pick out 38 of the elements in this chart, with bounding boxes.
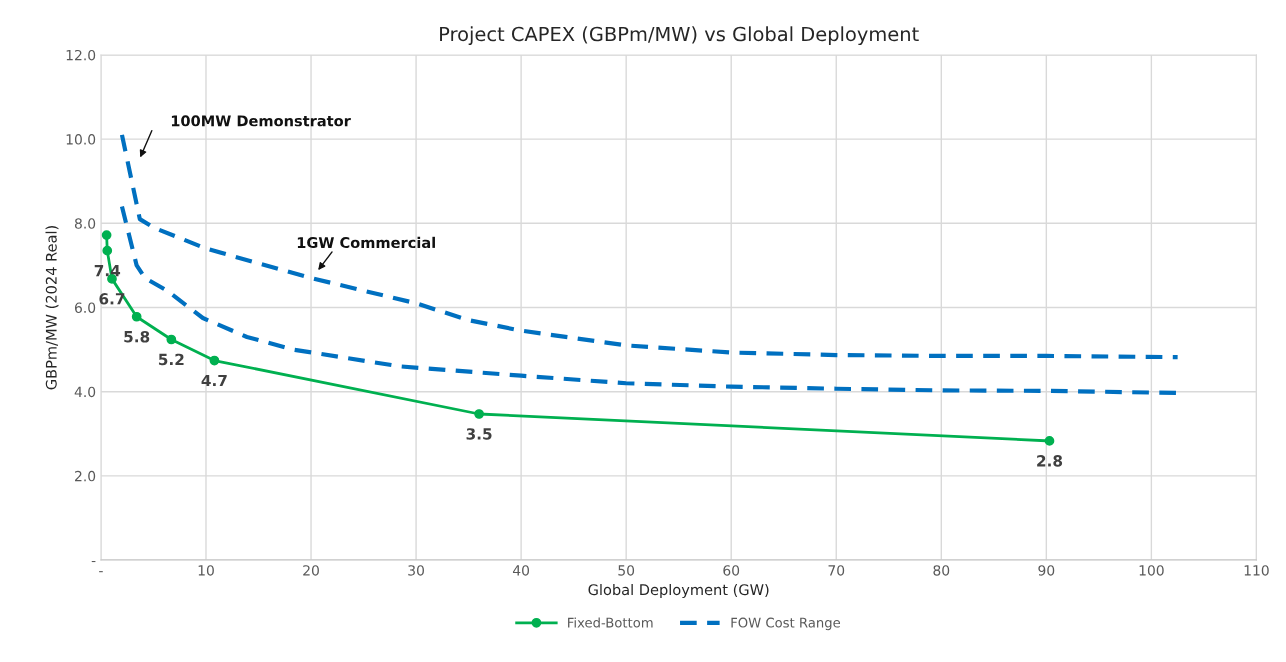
- x-tick-label: 40: [512, 565, 530, 576]
- point: [166, 334, 177, 345]
- x-tick-label: 80: [933, 565, 950, 576]
- x-tick-label: 10: [198, 565, 214, 576]
- annotation: 100MW Demonstrator: [171, 115, 351, 127]
- x-tick-label: 30: [408, 565, 424, 576]
- x-tick-label: 20: [303, 565, 319, 576]
- x-axis-title: Global Deployment (GW): [588, 583, 769, 599]
- x-tick-label: 90: [1038, 565, 1055, 576]
- annotation: 1GW Commercial: [297, 236, 435, 249]
- point: [209, 355, 220, 366]
- y-tick-label: -: [91, 560, 96, 563]
- point: [1044, 436, 1055, 446]
- x-tick-label: 50: [618, 565, 635, 576]
- x-tick-label: 110: [1244, 565, 1269, 576]
- point: [131, 311, 142, 322]
- x-tick-label: 60: [723, 565, 740, 576]
- data-label: 5.8: [124, 330, 150, 343]
- y-tick-label: 2.0: [75, 470, 96, 482]
- x-tick-label: 70: [828, 565, 845, 576]
- y-axis-title: GBPm/MW (2024 Real): [45, 226, 59, 390]
- legend-label: Fixed-Bottom: [568, 617, 653, 628]
- chart-title: Project CAPEX (GBPm/MW) vs Global Deployment: [440, 26, 919, 46]
- y-tick-label: 4.0: [74, 386, 96, 398]
- data-label: 2.8: [1037, 455, 1063, 467]
- point: [102, 245, 113, 256]
- data-label: 3.5: [466, 428, 492, 440]
- point: [101, 230, 112, 240]
- point: [474, 409, 484, 419]
- legend-label: FOW Cost Range: [731, 617, 841, 631]
- y-tick-label: 10.0: [66, 134, 96, 145]
- x-tick-label: 100: [1139, 565, 1164, 576]
- data-label: 6.7: [99, 293, 125, 305]
- data-label: 4.7: [201, 374, 227, 387]
- y-tick-label: 12.0: [66, 49, 96, 61]
- y-tick-label: 8.0: [74, 218, 96, 229]
- data-label: 5.2: [158, 353, 184, 366]
- y-tick-label: 6.0: [74, 302, 96, 313]
